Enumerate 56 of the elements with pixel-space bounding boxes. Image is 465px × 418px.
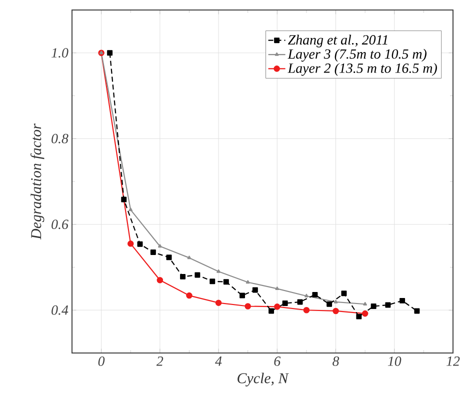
point bbox=[186, 292, 192, 299]
y-tick-label: 1.0 bbox=[52, 48, 68, 58]
x-tick-label: 6 bbox=[274, 356, 281, 366]
point bbox=[362, 310, 368, 317]
point bbox=[341, 290, 347, 296]
point bbox=[326, 301, 332, 307]
point bbox=[127, 240, 134, 247]
point bbox=[363, 302, 368, 306]
point bbox=[216, 269, 220, 273]
legend-label: Layer 3 (7.5m to 10.5 m) bbox=[288, 48, 426, 62]
point bbox=[370, 304, 376, 310]
legend-label: Layer 2 (13.5 m to 16.5 m) bbox=[288, 63, 437, 76]
point bbox=[215, 300, 222, 306]
point bbox=[400, 298, 406, 304]
x-tick-label: 8 bbox=[332, 356, 340, 366]
point bbox=[223, 279, 229, 285]
point bbox=[385, 302, 391, 308]
point bbox=[244, 303, 251, 310]
point bbox=[137, 241, 143, 247]
point bbox=[332, 308, 339, 314]
point bbox=[252, 287, 258, 293]
point bbox=[210, 278, 216, 284]
point bbox=[268, 308, 274, 314]
point bbox=[150, 250, 156, 255]
x-axis-title: Cycle, N bbox=[238, 372, 289, 386]
point bbox=[274, 304, 280, 310]
point bbox=[187, 256, 192, 260]
point bbox=[246, 280, 250, 284]
point bbox=[107, 50, 113, 56]
point bbox=[121, 196, 127, 202]
point bbox=[158, 244, 162, 248]
x-tick-label: 2 bbox=[156, 356, 164, 366]
x-tick-label: 4 bbox=[215, 356, 222, 366]
y-tick-label: 0.6 bbox=[52, 220, 68, 230]
point bbox=[303, 306, 310, 314]
y-tick-label: 0.4 bbox=[52, 305, 68, 315]
point bbox=[156, 276, 164, 284]
point bbox=[312, 292, 318, 298]
point bbox=[194, 272, 200, 278]
point bbox=[180, 274, 186, 280]
legend-label: Zhang et al., 2011 bbox=[288, 34, 388, 48]
point bbox=[334, 300, 338, 304]
point bbox=[356, 314, 362, 320]
point bbox=[304, 294, 308, 298]
x-tick-label: 0 bbox=[98, 356, 105, 366]
point bbox=[166, 254, 172, 260]
point bbox=[414, 308, 420, 314]
x-tick-label: 12 bbox=[446, 356, 460, 366]
point bbox=[240, 292, 246, 298]
x-tick-label: 10 bbox=[388, 356, 402, 366]
y-tick-label: 0.8 bbox=[52, 134, 68, 144]
point bbox=[297, 299, 303, 305]
point bbox=[128, 208, 133, 212]
point bbox=[282, 300, 288, 306]
y-axis-title: Degradation factor bbox=[30, 124, 44, 240]
point bbox=[275, 286, 280, 290]
